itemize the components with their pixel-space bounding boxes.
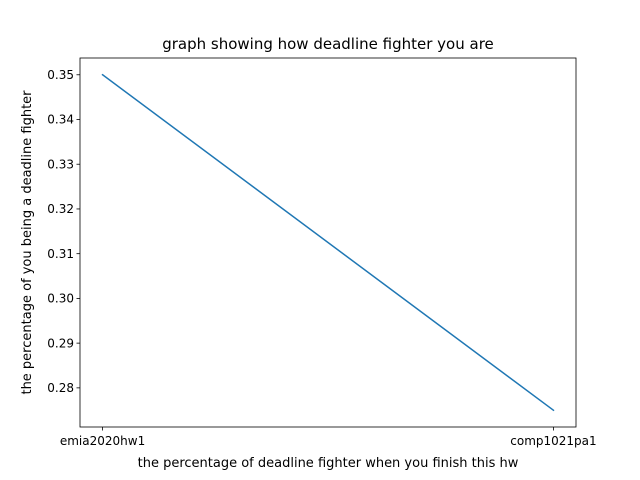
y-axis: 0.28 0.29 0.30 0.31 0.32 0.33 0.34 0.35 — [47, 68, 80, 395]
x-axis-label: the percentage of deadline fighter when … — [138, 456, 519, 471]
y-tick-label: 0.31 — [47, 247, 74, 261]
y-tick-label: 0.29 — [47, 336, 74, 350]
y-tick-label: 0.33 — [47, 157, 74, 171]
y-axis-label: the percentage of you being a deadline f… — [20, 90, 35, 395]
series-line — [101, 73, 555, 412]
y-tick-label: 0.30 — [47, 292, 74, 306]
plot-frame — [79, 57, 577, 428]
y-tick-label: 0.32 — [47, 202, 74, 216]
y-tick-label: 0.28 — [47, 381, 74, 395]
x-axis: emia2020hw1 comp1021pa1 — [60, 427, 597, 448]
x-tick-label: comp1021pa1 — [510, 434, 596, 448]
y-tick-label: 0.35 — [47, 68, 74, 82]
x-tick-label: emia2020hw1 — [60, 434, 145, 448]
plot-layer — [101, 73, 555, 412]
y-tick-label: 0.34 — [47, 113, 74, 127]
chart-title: graph showing how deadline fighter you a… — [162, 35, 494, 53]
